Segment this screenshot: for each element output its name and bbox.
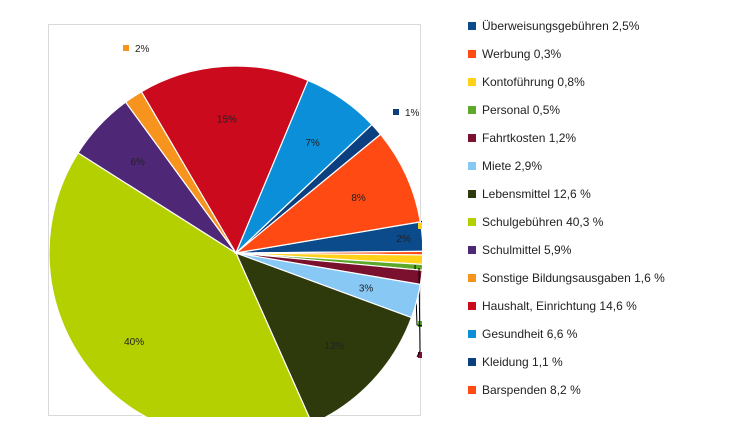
data-label: 8% xyxy=(351,193,366,204)
legend-item: Personal 0,5% xyxy=(468,96,738,124)
legend-item: Lebensmittel 12,6 % xyxy=(468,180,738,208)
legend-swatch xyxy=(468,162,476,170)
label-marker xyxy=(123,45,129,51)
legend-swatch xyxy=(468,106,476,114)
legend-item: Gesundheit 6,6 % xyxy=(468,320,738,348)
legend-swatch xyxy=(468,50,476,58)
legend-item: Schulgebühren 40,3 % xyxy=(468,208,738,236)
legend-item: Überweisungsgebühren 2,5% xyxy=(468,12,738,40)
legend-swatch xyxy=(468,274,476,282)
legend-item: Kontoführung 0,8% xyxy=(468,68,738,96)
legend-label: Schulmittel 5,9% xyxy=(482,243,572,257)
pie-slice xyxy=(234,251,413,417)
legend: Überweisungsgebühren 2,5% Werbung 0,3% Kon… xyxy=(468,12,738,404)
leader-line xyxy=(416,267,421,358)
legend-swatch xyxy=(468,190,476,198)
legend-label: Kleidung 1,1 % xyxy=(482,355,563,369)
legend-label: Werbung 0,3% xyxy=(482,47,562,61)
legend-swatch xyxy=(468,22,476,30)
data-label: 7% xyxy=(305,138,320,149)
legend-label: Barspenden 8,2 % xyxy=(482,383,581,397)
legend-label: Lebensmittel 12,6 % xyxy=(482,187,591,201)
legend-swatch xyxy=(468,134,476,142)
legend-label: Personal 0,5% xyxy=(482,103,561,117)
data-label: 40% xyxy=(124,337,144,348)
legend-label: Sonstige Bildungsausgaben 1,6 % xyxy=(482,271,665,285)
pie-slice xyxy=(140,65,309,255)
legend-swatch xyxy=(468,302,476,310)
data-label: 2% xyxy=(135,44,150,55)
data-label: 2% xyxy=(396,234,411,245)
legend-swatch xyxy=(468,330,476,338)
legend-label: Schulgebühren 40,3 % xyxy=(482,215,604,229)
data-label: 1% xyxy=(405,108,420,119)
legend-label: Miete 2,9% xyxy=(482,159,543,173)
label-marker xyxy=(418,352,422,358)
data-label: 15% xyxy=(217,115,237,126)
pie-slice xyxy=(49,152,310,417)
legend-swatch xyxy=(468,358,476,366)
legend-item: Haushalt, Einrichtung 14,6 % xyxy=(468,292,738,320)
legend-item: Miete 2,9% xyxy=(468,152,738,180)
legend-item: Fahrtkosten 1,2% xyxy=(468,124,738,152)
legend-swatch xyxy=(468,386,476,394)
pie-slice xyxy=(235,252,422,265)
data-label: 6% xyxy=(130,157,145,168)
legend-item: Werbung 0,3% xyxy=(468,40,738,68)
legend-item: Barspenden 8,2 % xyxy=(468,376,738,404)
legend-item: Sonstige Bildungsausgaben 1,6 % xyxy=(468,264,738,292)
legend-label: Kontoführung 0,8% xyxy=(482,75,585,89)
label-marker xyxy=(418,223,422,229)
legend-label: Gesundheit 6,6 % xyxy=(482,327,578,341)
data-label: 13% xyxy=(324,341,344,352)
chart-frame: 2%0%1%0%1%3%13%40%6%2%15%7%1%8% xyxy=(48,24,422,417)
pie-chart: 2%0%1%0%1%3%13%40%6%2%15%7%1%8% xyxy=(49,44,422,417)
legend-label: Fahrtkosten 1,2% xyxy=(482,131,577,145)
legend-label: Haushalt, Einrichtung 14,6 % xyxy=(482,299,637,313)
legend-item: Kleidung 1,1 % xyxy=(468,348,738,376)
pie-slice xyxy=(233,133,422,254)
data-label: 3% xyxy=(359,284,374,295)
legend-swatch xyxy=(468,218,476,226)
legend-swatch xyxy=(468,246,476,254)
label-marker xyxy=(393,109,399,115)
legend-label: Überweisungsgebühren 2,5% xyxy=(482,19,640,33)
legend-item: Schulmittel 5,9% xyxy=(468,236,738,264)
legend-swatch xyxy=(468,78,476,86)
